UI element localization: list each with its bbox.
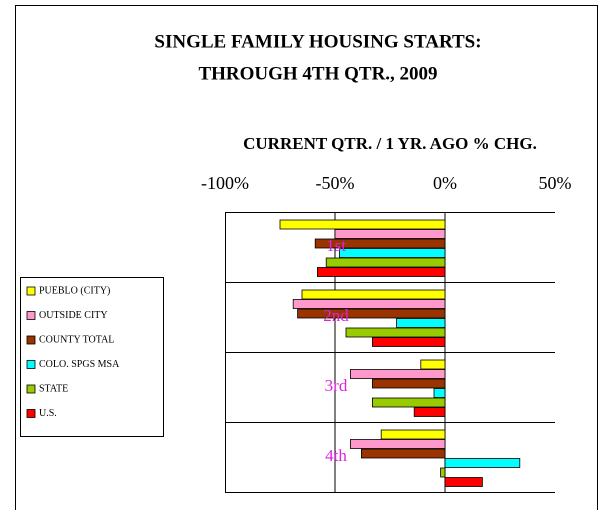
category-label: 1st (326, 236, 346, 255)
legend-swatch (26, 311, 36, 320)
legend-swatch (26, 409, 36, 418)
legend-label: OUTSIDE CITY (39, 310, 108, 321)
legend (20, 277, 164, 437)
legend-swatch (26, 286, 36, 296)
bar (444, 458, 521, 468)
x-tick-label: -50% (316, 173, 355, 193)
bar (316, 267, 446, 277)
bar (334, 229, 446, 239)
bar (420, 359, 446, 370)
bar (325, 257, 446, 268)
category-label: 3rd (325, 376, 348, 395)
bar (292, 299, 446, 309)
bar (338, 248, 446, 258)
chart-title: THROUGH 4TH QTR., 2009 (198, 63, 437, 84)
chart-border (15, 5, 598, 510)
x-tick-label: -100% (201, 173, 249, 193)
bar (345, 327, 446, 338)
bar (360, 448, 446, 459)
bar (380, 429, 446, 440)
category-label: 2nd (323, 306, 349, 325)
bar (433, 388, 446, 398)
x-tick-label: 50% (539, 173, 572, 193)
bar (371, 337, 446, 347)
bar (396, 318, 446, 328)
legend-swatch (26, 360, 36, 369)
bar (371, 378, 446, 389)
legend-label: PUEBLO (CITY) (39, 285, 110, 296)
bar (279, 219, 446, 230)
bar (349, 439, 446, 449)
legend-label: STATE (39, 383, 68, 394)
bar (440, 467, 446, 478)
bar (297, 308, 446, 319)
legend-label: U.S. (39, 408, 57, 419)
legend-swatch (26, 384, 36, 394)
bar (444, 477, 483, 487)
legend-label: COUNTY TOTAL (39, 334, 114, 345)
bar (301, 289, 446, 300)
legend-swatch (26, 335, 36, 345)
legend-label: COLO. SPGS MSA (39, 359, 120, 370)
category-label: 4th (325, 446, 347, 465)
chart-title: SINGLE FAMILY HOUSING STARTS: (154, 31, 481, 52)
bar (349, 369, 446, 379)
bar (413, 407, 446, 417)
x-tick-label: 0% (433, 173, 457, 193)
bar (371, 397, 446, 408)
bar (314, 238, 446, 249)
chart-subtitle: CURRENT QTR. / 1 YR. AGO % CHG. (243, 134, 537, 153)
